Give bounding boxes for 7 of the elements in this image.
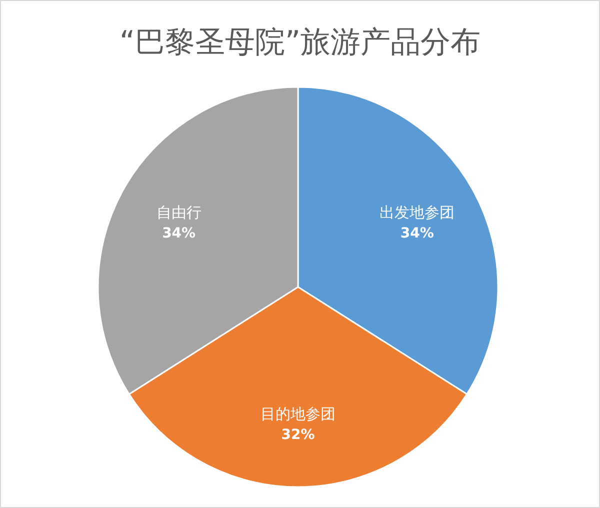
slice-label: 自由行 [156, 203, 202, 222]
chart-title: “巴黎圣母院”旅游产品分布 [119, 25, 481, 60]
data-label: 34% [400, 225, 434, 242]
slice-label: 出发地参团 [380, 203, 455, 222]
data-label: 34% [162, 225, 196, 242]
slice-label: 目的地参团 [260, 405, 336, 423]
data-label: 32% [281, 427, 315, 443]
